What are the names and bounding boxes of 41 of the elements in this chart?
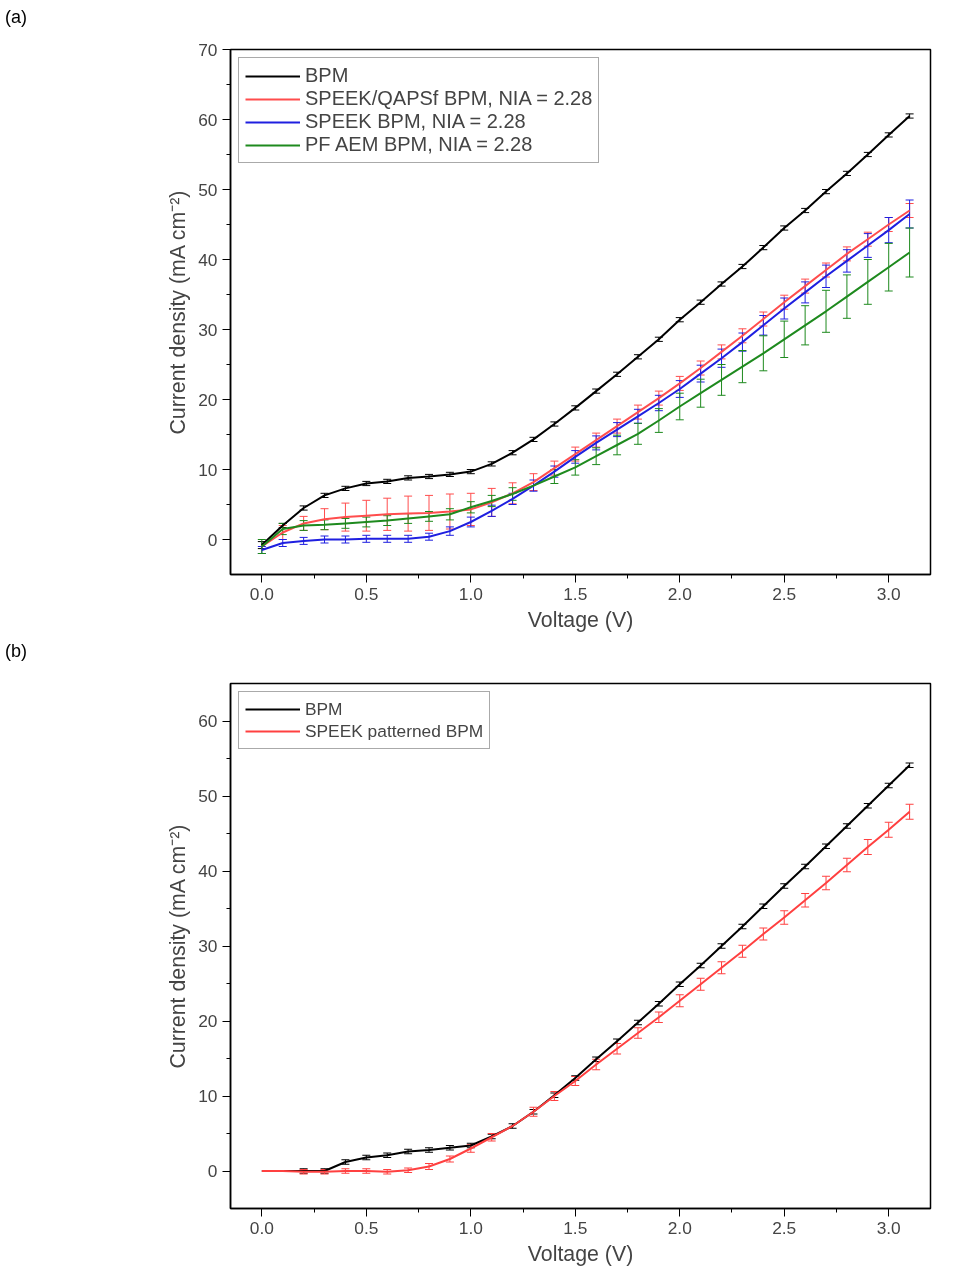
y-tick-label: 20 xyxy=(198,389,218,410)
x-tick-label: 1.0 xyxy=(458,583,483,604)
x-tick-label: 3.0 xyxy=(876,583,901,604)
x-tick-label: 1.5 xyxy=(563,583,588,604)
x-tick-label: 2.0 xyxy=(667,1217,692,1238)
y-tick-label: 0 xyxy=(207,1161,218,1181)
x-tick-label: 2.5 xyxy=(772,583,797,604)
x-tick-label: 3.0 xyxy=(876,1217,901,1238)
y-tick-label: 20 xyxy=(198,1011,218,1031)
y-axis-title: Current density (mA cm⁻²) xyxy=(166,824,191,1069)
y-tick-label: 60 xyxy=(198,109,218,130)
legend-label: SPEEK patterned BPM xyxy=(305,720,484,742)
y-tick-label: 30 xyxy=(198,319,218,340)
text: (a) xyxy=(5,6,27,29)
x-tick-label: 0.5 xyxy=(354,583,379,604)
legend-label: PF AEM BPM, NIA = 2.28 xyxy=(305,133,533,156)
legend-label: SPEEK BPM, NIA = 2.28 xyxy=(305,110,526,133)
x-tick-label: 0.0 xyxy=(249,1217,274,1238)
x-tick-label: 1.5 xyxy=(563,1217,588,1238)
x-axis-title: Voltage (V) xyxy=(527,607,634,632)
x-tick-label: 1.0 xyxy=(458,1217,483,1238)
y-tick-label: 40 xyxy=(198,249,218,270)
y-tick-label: 70 xyxy=(198,39,218,60)
x-tick-label: 2.0 xyxy=(667,583,692,604)
y-axis-title: Current density (mA cm⁻²) xyxy=(166,190,191,435)
y-tick-label: 40 xyxy=(198,861,218,881)
y-tick-label: 0 xyxy=(207,529,218,550)
legend-label: SPEEK/QAPSf BPM, NIA = 2.28 xyxy=(305,87,593,110)
y-tick-label: 50 xyxy=(198,786,218,806)
y-tick-label: 60 xyxy=(198,711,218,731)
y-tick-label: 10 xyxy=(198,459,218,480)
x-tick-label: 0.5 xyxy=(354,1217,379,1238)
x-axis-title: Voltage (V) xyxy=(527,1241,634,1266)
y-tick-label: 10 xyxy=(198,1086,218,1106)
y-tick-label: 30 xyxy=(198,936,218,956)
x-tick-label: 0.0 xyxy=(249,583,274,604)
legend-label: BPM xyxy=(305,698,343,720)
y-tick-label: 50 xyxy=(198,179,218,200)
legend-label: BPM xyxy=(305,64,349,87)
text: (b) xyxy=(5,640,27,663)
x-tick-label: 2.5 xyxy=(772,1217,797,1238)
